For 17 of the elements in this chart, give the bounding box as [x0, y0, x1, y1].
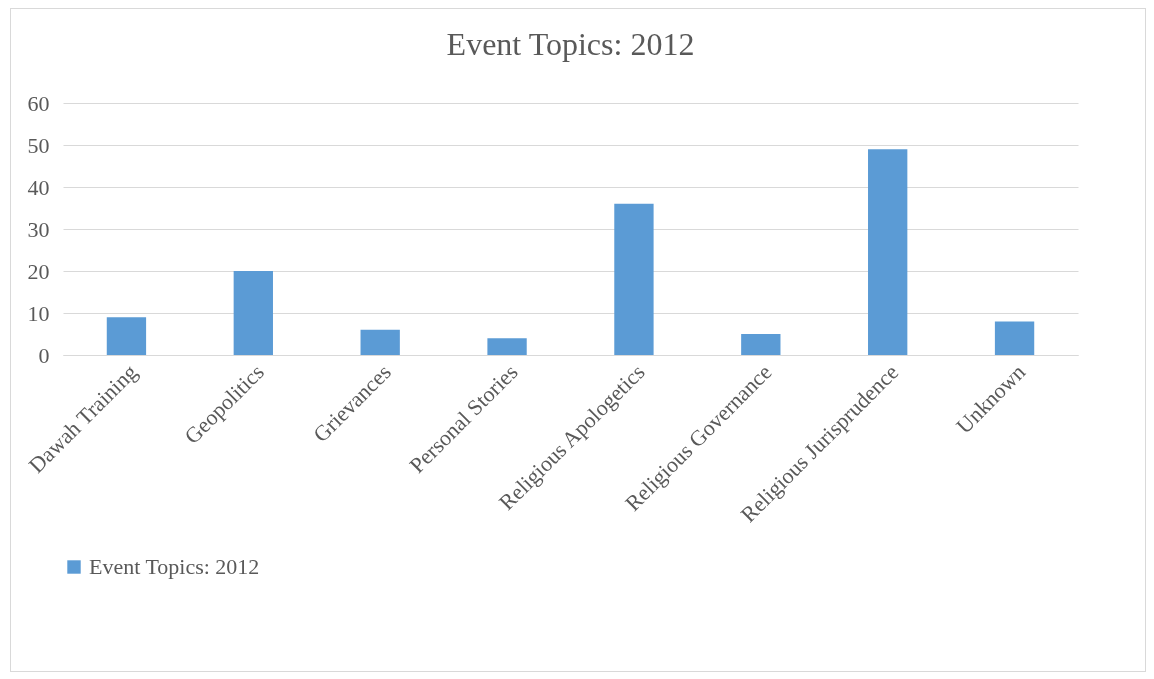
chart-title: Event Topics: 2012 — [446, 26, 695, 62]
legend-label: Event Topics: 2012 — [89, 554, 260, 579]
bar — [614, 203, 654, 355]
bar — [487, 338, 527, 355]
bar — [106, 317, 147, 355]
y-tick-label: 0 — [38, 342, 50, 368]
bar — [360, 329, 400, 355]
bar — [868, 149, 908, 355]
y-tick-label: 20 — [27, 258, 50, 284]
y-tick-label: 60 — [27, 90, 50, 116]
y-tick-label: 30 — [27, 216, 50, 242]
y-tick-label: 50 — [27, 132, 50, 158]
bar — [233, 271, 273, 355]
y-tick-label: 40 — [27, 174, 50, 200]
y-tick-label: 10 — [27, 300, 50, 326]
bar — [994, 321, 1035, 355]
bar — [741, 334, 781, 355]
